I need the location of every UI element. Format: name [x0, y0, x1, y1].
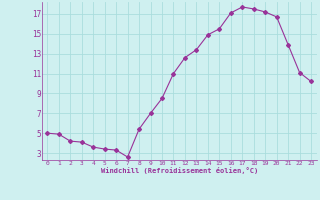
X-axis label: Windchill (Refroidissement éolien,°C): Windchill (Refroidissement éolien,°C) — [100, 167, 258, 174]
